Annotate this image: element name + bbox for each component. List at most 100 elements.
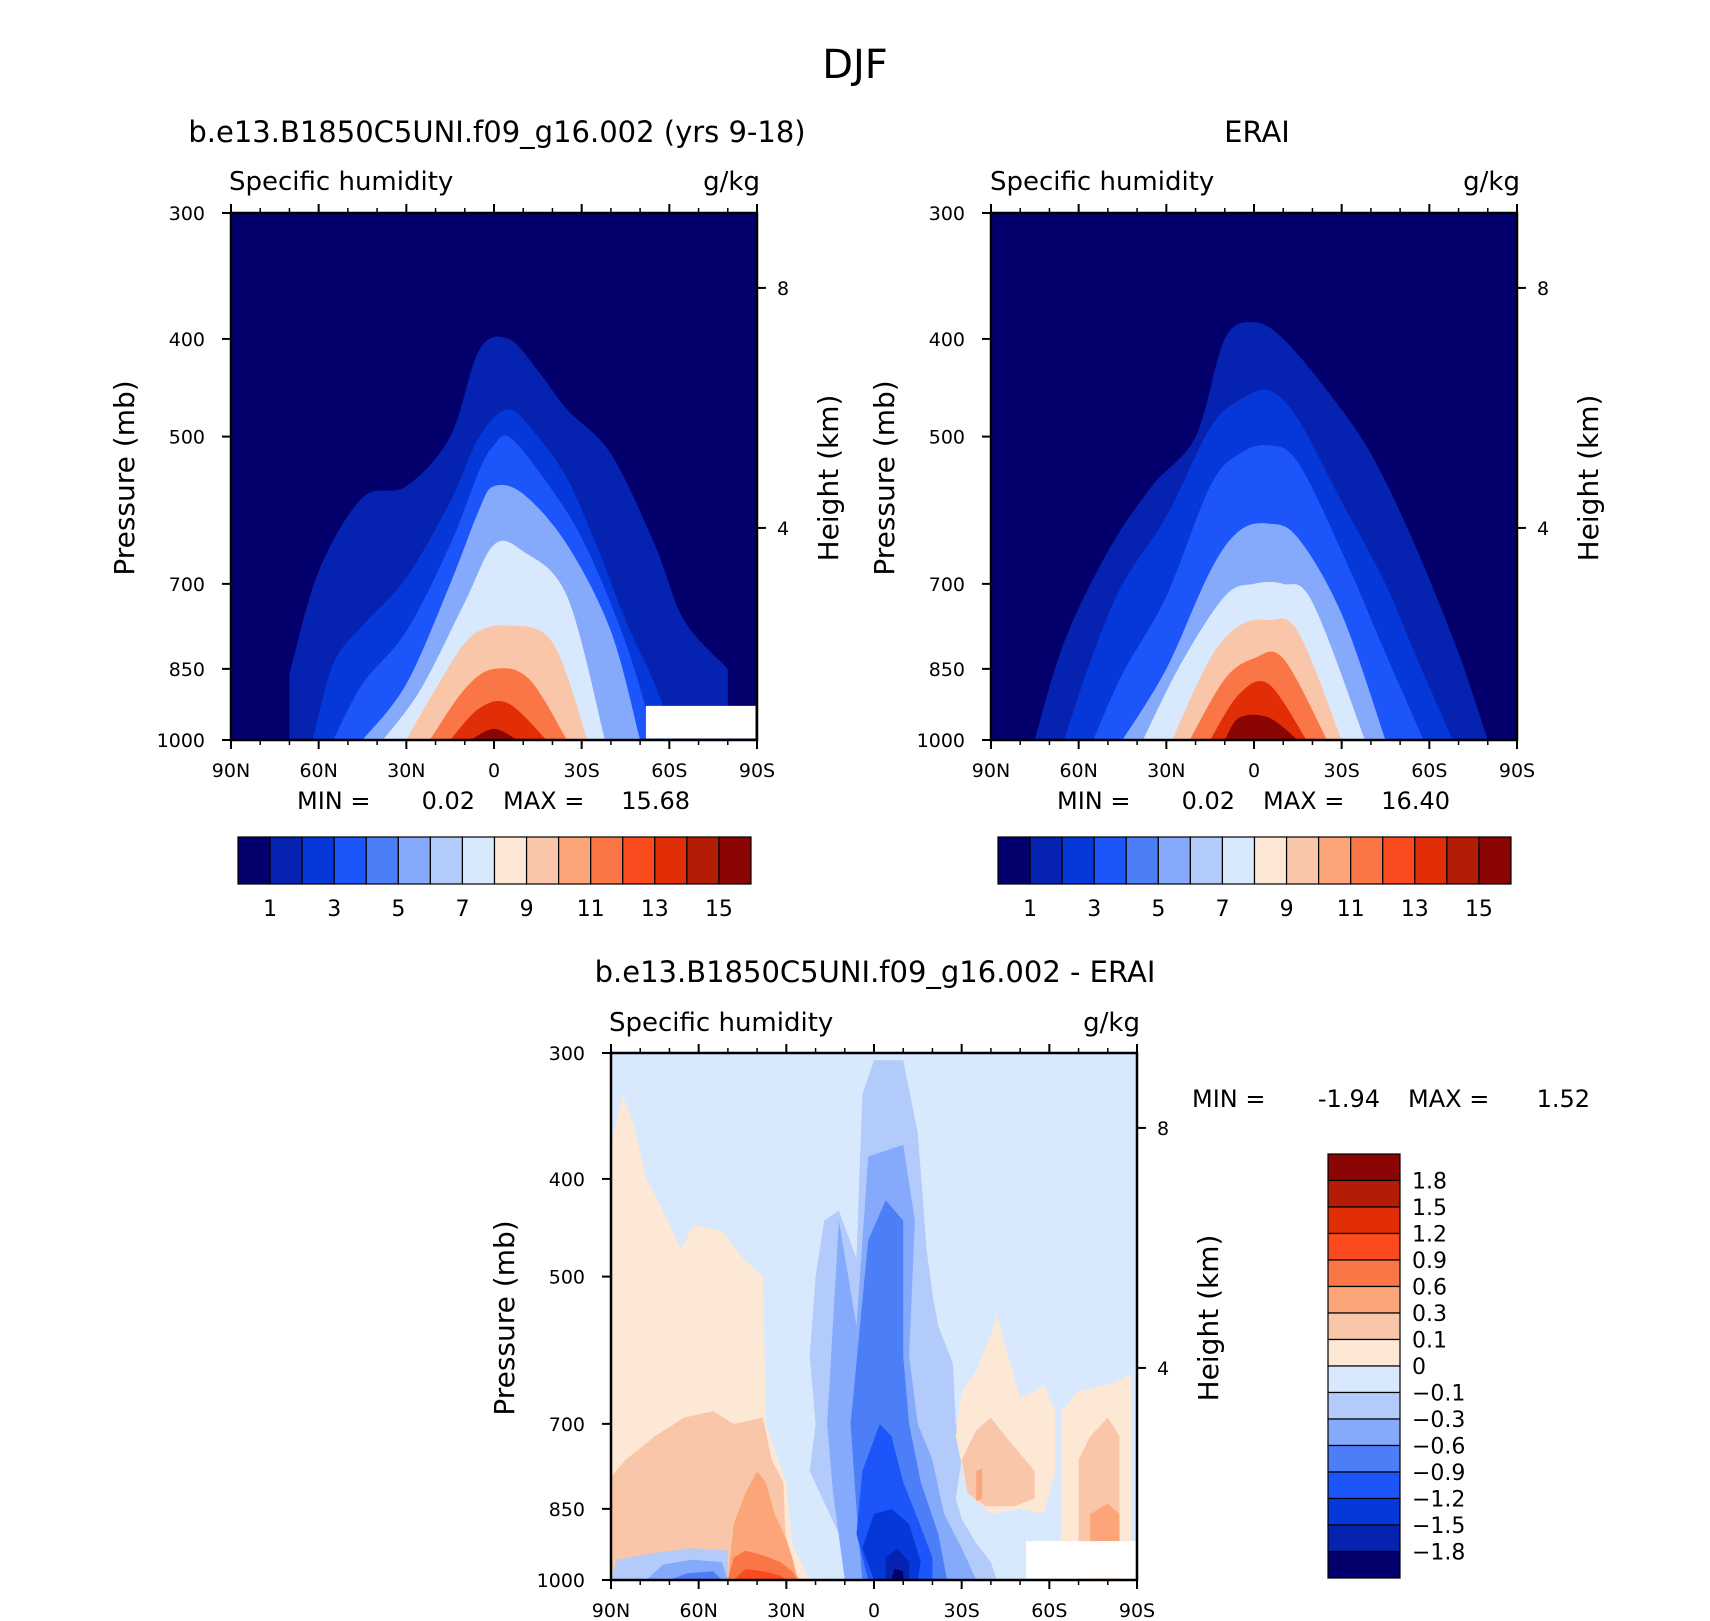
colorbar-label: −0.1 (1412, 1382, 1465, 1407)
y-tick-label: 500 (169, 427, 205, 449)
panel-obs-max-value: 16.40 (1381, 787, 1450, 815)
y-tick-label: 400 (169, 329, 205, 351)
panel-diff-ylabel-right: Height (km) (1192, 1235, 1225, 1402)
colorbar-swatch (1327, 1418, 1401, 1447)
colorbar-swatch (237, 836, 271, 885)
panel-model-max-value: 15.68 (621, 787, 690, 815)
colorbar-swatch (301, 836, 335, 885)
colorbar-swatch (1061, 836, 1095, 885)
colorbar-swatch (1327, 1497, 1401, 1526)
colorbar-swatch (461, 836, 496, 885)
colorbar-label: 0.3 (1412, 1302, 1447, 1327)
panel-obs-min-label: MIN = (1057, 787, 1130, 815)
x-tick-label: 90S (1119, 1600, 1155, 1621)
contour-band (450, 701, 547, 740)
colorbar-label: 0 (1412, 1355, 1426, 1380)
colorbar-label: 7 (1215, 897, 1229, 922)
colorbar-swatch (1327, 1153, 1401, 1182)
y-tick-label: 700 (549, 1414, 585, 1436)
y-tick-label: 1000 (157, 730, 205, 752)
panel-diff-min-value: -1.94 (1318, 1085, 1380, 1113)
colorbar-swatch (558, 836, 592, 885)
y-tick-label: 1000 (537, 1570, 585, 1592)
x-tick-label: 60S (1031, 1600, 1067, 1621)
colorbar-swatch (429, 836, 464, 885)
colorbar-swatch (1029, 836, 1063, 885)
colorbar-swatch (1327, 1524, 1401, 1553)
panel-model-min-label: MIN = (297, 787, 370, 815)
colorbar-swatch (1093, 836, 1127, 885)
diff-band-pos-sh3 (976, 1468, 983, 1502)
colorbar-swatch (1414, 836, 1448, 885)
y-tick-label: 850 (549, 1499, 585, 1521)
colorbar-label: 3 (327, 897, 341, 922)
x-tick-label: 0 (488, 760, 500, 782)
colorbar-swatch (397, 836, 431, 885)
x-tick-label: 90N (212, 760, 250, 782)
y-right-tick-label: 4 (1157, 1358, 1169, 1380)
y-tick-label: 300 (929, 203, 965, 225)
panel-model-title: b.e13.B1850C5UNI.f09_g16.002 (yrs 9-18) (188, 115, 805, 149)
x-tick-label: 90N (592, 1600, 630, 1621)
colorbar-swatch (718, 836, 752, 885)
colorbar-label: 11 (577, 897, 605, 922)
colorbar-swatch (686, 836, 720, 885)
colorbar-swatch (1327, 1179, 1401, 1208)
colorbar-label: −0.3 (1412, 1408, 1465, 1433)
panel-model-min-value: 0.02 (422, 787, 475, 815)
x-tick-label: 0 (1248, 760, 1260, 782)
colorbar-label: 1 (263, 897, 277, 922)
colorbar-label: 15 (705, 897, 733, 922)
y-tick-label: 1000 (917, 730, 965, 752)
colorbar-swatch (1318, 836, 1352, 885)
colorbar-label: 1.2 (1412, 1223, 1447, 1248)
colorbar-label: 9 (1280, 897, 1294, 922)
y-right-tick-label: 4 (777, 518, 789, 540)
colorbar-0: 1 3 5 7 9 11 13 15 (237, 836, 752, 922)
colorbar-swatch (1350, 836, 1384, 885)
colorbar-label: 0.1 (1412, 1329, 1447, 1354)
x-tick-label: 90N (972, 760, 1010, 782)
colorbar-label: −0.9 (1412, 1461, 1465, 1486)
colorbar-diff: 1.81.51.20.90.60.30.10−0.1−0.3−0.6−0.9−1… (1327, 1153, 1465, 1579)
colorbar-label: 7 (455, 897, 469, 922)
axes-group-0: 90N 60N 30N 0 30S 60S 90S 300 400 500 700 850 1000 8 4 (157, 203, 789, 782)
panel-model-variable: Specific humidity (229, 167, 453, 197)
colorbar-label: 15 (1465, 897, 1493, 922)
colorbar-label: 9 (520, 897, 534, 922)
colorbar-label: 1.5 (1412, 1196, 1447, 1221)
diff-band-neg-nh3 (669, 1571, 722, 1580)
colorbar-swatch (1285, 836, 1320, 885)
panel-model-units: g/kg (703, 167, 760, 197)
axes-group-1: 90N 60N 30N 0 30S 60S 90S 300 400 500 700 850 1000 8 4 (917, 203, 1549, 782)
y-tick-label: 400 (929, 329, 965, 351)
colorbar-swatch (493, 836, 528, 885)
x-tick-label: 30S (1324, 760, 1360, 782)
panel-diff-min-label: MIN = (1192, 1085, 1265, 1113)
colorbar-label: 11 (1337, 897, 1365, 922)
masked-region (1025, 1541, 1136, 1579)
colorbar-label: 3 (1087, 897, 1101, 922)
panel-diff-variable: Specific humidity (609, 1008, 833, 1038)
colorbar-label: −1.5 (1412, 1514, 1465, 1539)
figure-title: DJF (822, 42, 888, 88)
colorbar-label: 0.6 (1412, 1276, 1447, 1301)
diff-band-neg-1.5 (885, 1548, 910, 1580)
colorbar-swatch (1327, 1365, 1401, 1394)
diff-band-pos-1.2 (733, 1568, 787, 1580)
x-tick-label: 30N (767, 1600, 805, 1621)
panel-obs-units: g/kg (1463, 167, 1520, 197)
panel-model-max-label: MAX = (503, 787, 584, 815)
colorbar-swatch (525, 836, 560, 885)
panel-diff-max-value: 1.52 (1537, 1085, 1590, 1113)
panel-diff-units: g/kg (1083, 1008, 1140, 1038)
y-tick-label: 300 (549, 1043, 585, 1065)
colorbar-swatch (1327, 1312, 1401, 1341)
colorbar-swatch (1157, 836, 1191, 885)
colorbar-swatch (1327, 1391, 1401, 1420)
colorbar-swatch (1327, 1471, 1401, 1500)
panel-obs-max-label: MAX = (1263, 787, 1344, 815)
x-tick-label: 60S (1411, 760, 1447, 782)
colorbar-swatch (590, 836, 624, 885)
y-tick-label: 300 (169, 203, 205, 225)
